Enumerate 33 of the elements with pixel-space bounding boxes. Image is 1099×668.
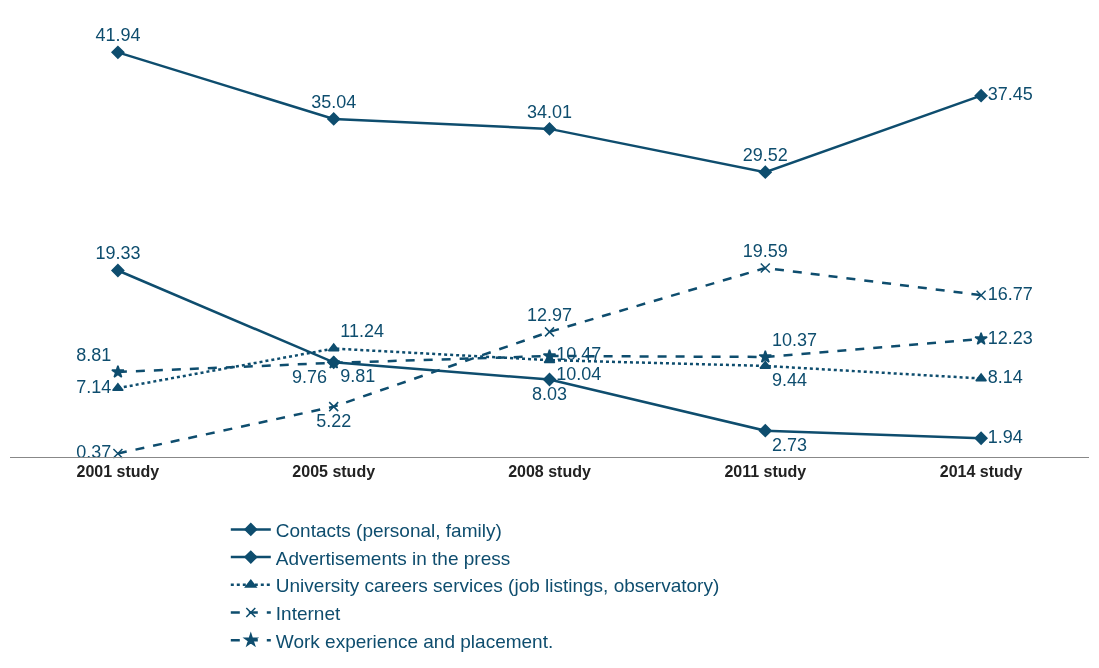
data-label: 11.24 [340, 321, 385, 342]
data-label: 10.37 [771, 329, 817, 350]
data-label: 35.04 [311, 91, 357, 112]
data-label: 41.94 [95, 25, 141, 46]
data-label: 1.94 [987, 426, 1023, 447]
data-label: 19.59 [742, 240, 788, 261]
data-label: 7.14 [76, 376, 112, 397]
x-tick-label: 2011 study [724, 463, 807, 481]
legend-label: Internet [275, 602, 341, 624]
x-tick-label: 2008 study [508, 463, 591, 481]
legend-label: Contacts (personal, family) [275, 519, 502, 541]
data-label: 9.44 [771, 370, 807, 391]
data-label: 9.81 [340, 366, 376, 387]
x-tick-label: 2001 study [76, 463, 160, 481]
x-tick-label: 2005 study [292, 463, 376, 481]
data-label: 5.22 [316, 410, 352, 431]
data-label: 8.81 [76, 344, 112, 365]
data-label: 12.97 [526, 304, 573, 325]
data-label: 37.45 [987, 84, 1033, 105]
data-label: 16.77 [987, 283, 1033, 304]
data-label: 12.23 [987, 327, 1033, 348]
data-label: 8.14 [987, 366, 1023, 387]
legend-label: Work experience and placement. [275, 630, 554, 652]
data-label: 8.03 [531, 383, 568, 404]
data-label: 19.33 [95, 243, 141, 264]
data-label: 9.76 [292, 366, 328, 387]
data-label: 10.04 [556, 364, 602, 385]
legend-label: University careers services (job listings, observatory) [275, 575, 720, 597]
data-label: 34.01 [526, 101, 573, 122]
data-label: 2.73 [771, 434, 807, 455]
legend-label: Advertisements in the press [275, 547, 511, 569]
x-tick-label: 2014 study [939, 463, 1023, 481]
data-label: 29.52 [742, 145, 788, 166]
